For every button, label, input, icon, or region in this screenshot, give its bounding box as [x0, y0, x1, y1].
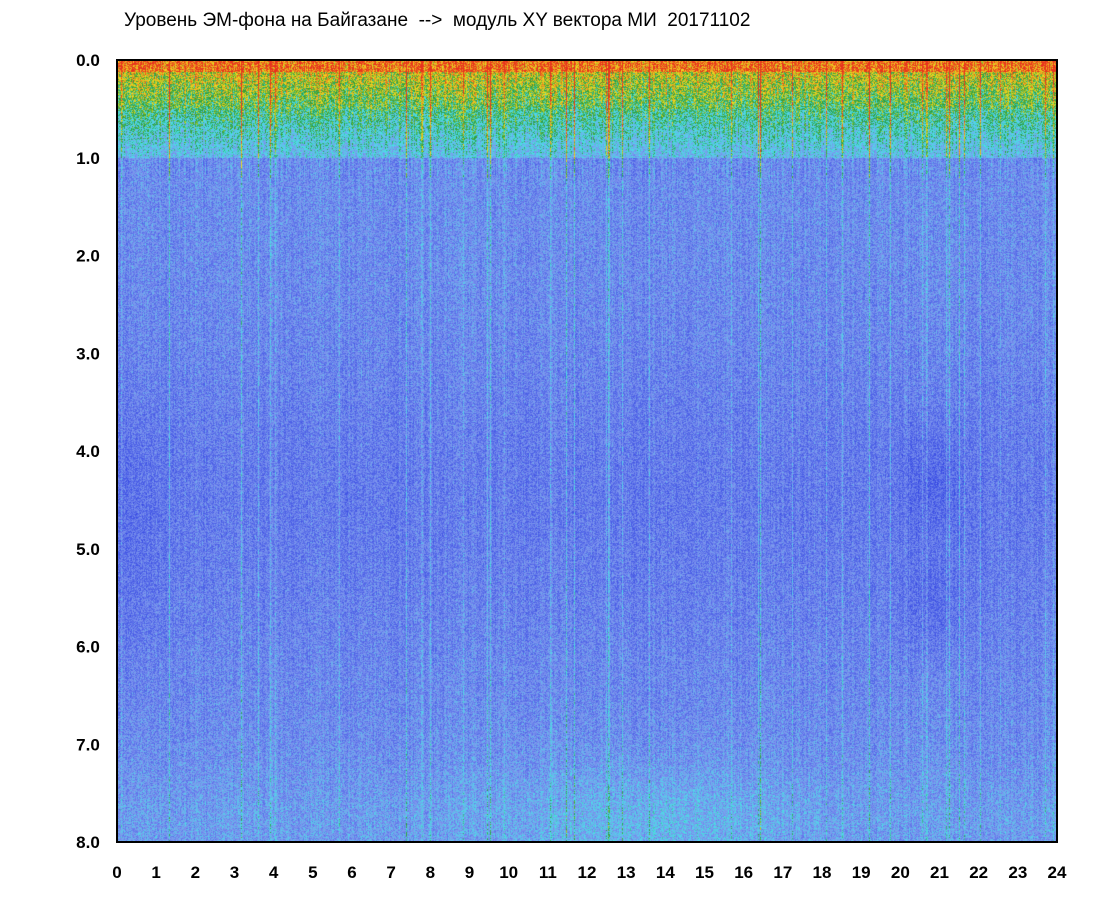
x-tick-label: 10: [499, 863, 518, 882]
x-tick-label: 13: [617, 863, 636, 882]
x-tick-label: 7: [386, 863, 395, 882]
y-tick-label: 1.0: [76, 149, 100, 168]
x-tick-label: 0: [112, 863, 121, 882]
x-tick-label: 17: [773, 863, 792, 882]
x-tick-label: 8: [426, 863, 435, 882]
heatmap-layer: [117, 60, 1057, 842]
y-tick-label: 5.0: [76, 540, 100, 559]
x-tick-label: 14: [656, 863, 675, 882]
x-tick-label: 15: [695, 863, 714, 882]
x-tick-label: 20: [891, 863, 910, 882]
x-tick-label: 3: [230, 863, 239, 882]
x-tick-label: 1: [151, 863, 160, 882]
x-tick-label: 4: [269, 863, 279, 882]
y-axis: 0.0 1.0 2.0 3.0 4.0 5.0 6.0 7.0 8.0: [76, 51, 100, 852]
x-tick-label: 12: [578, 863, 597, 882]
y-tick-label: 6.0: [76, 638, 100, 657]
x-tick-label: 5: [308, 863, 317, 882]
x-tick-label: 23: [1008, 863, 1027, 882]
x-tick-label: 11: [539, 863, 557, 882]
x-axis: 0 1 2 3 4 5 6 7 8 9 10 11 12 13 14 15 16 17 18 19 20 21 22 23 24: [112, 863, 1067, 882]
y-tick-label: 3.0: [76, 344, 100, 363]
plot-frame: [116, 59, 1058, 843]
chart-title: Уровень ЭМ-фона на Байгазане --> модуль …: [124, 10, 751, 31]
heatmap-cells: [117, 60, 1057, 842]
x-tick-label: 18: [813, 863, 832, 882]
x-tick-label: 2: [191, 863, 200, 882]
x-tick-label: 19: [852, 863, 871, 882]
y-tick-label: 2.0: [76, 247, 100, 266]
x-tick-label: 24: [1048, 863, 1067, 882]
y-tick-label: 4.0: [76, 442, 100, 461]
heatmap-canvas: [117, 60, 1057, 842]
x-tick-label: 21: [930, 863, 949, 882]
x-tick-label: 16: [734, 863, 753, 882]
y-tick-label: 7.0: [76, 735, 100, 754]
y-tick-label: 0.0: [76, 51, 100, 70]
x-tick-label: 22: [969, 863, 988, 882]
x-tick-label: 6: [347, 863, 356, 882]
y-tick-label: 8.0: [76, 833, 100, 852]
x-tick-label: 9: [465, 863, 474, 882]
